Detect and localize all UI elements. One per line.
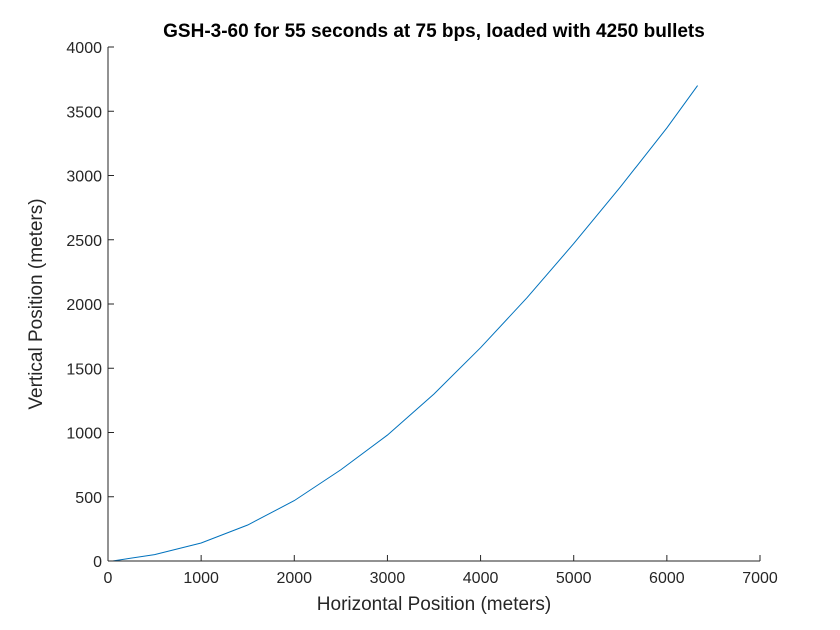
y-tick-label: 1000 [66, 426, 102, 443]
x-tick-label: 2000 [276, 570, 312, 587]
y-tick-label: 3500 [66, 104, 102, 121]
x-tick-label: 0 [104, 570, 113, 587]
x-tick-label: 6000 [649, 570, 685, 587]
chart-title: GSH-3-60 for 55 seconds at 75 bps, loade… [163, 21, 705, 42]
x-axis-label: Horizontal Position (meters) [317, 594, 551, 615]
series-layer [112, 85, 698, 562]
ticks: 0 1000 2000 3000 4000 5000 6000 7000 0 500 1000 150… [66, 40, 777, 587]
y-tick-label: 1500 [66, 361, 102, 378]
x-tick-label: 4000 [463, 570, 499, 587]
y-tick-label: 0 [93, 554, 102, 571]
y-tick-label: 3000 [66, 169, 102, 186]
y-tick-label: 2500 [66, 233, 102, 250]
x-tick-label: 7000 [742, 570, 778, 587]
series-line [112, 85, 698, 562]
y-tick-label: 2000 [66, 297, 102, 314]
x-tick-label: 3000 [370, 570, 406, 587]
axes [107, 47, 760, 562]
y-tick-label: 500 [75, 490, 102, 507]
y-axis-label: Vertical Position (meters) [26, 198, 47, 409]
y-tick-label: 4000 [66, 40, 102, 57]
x-tick-label: 1000 [183, 570, 219, 587]
x-tick-label: 5000 [556, 570, 592, 587]
